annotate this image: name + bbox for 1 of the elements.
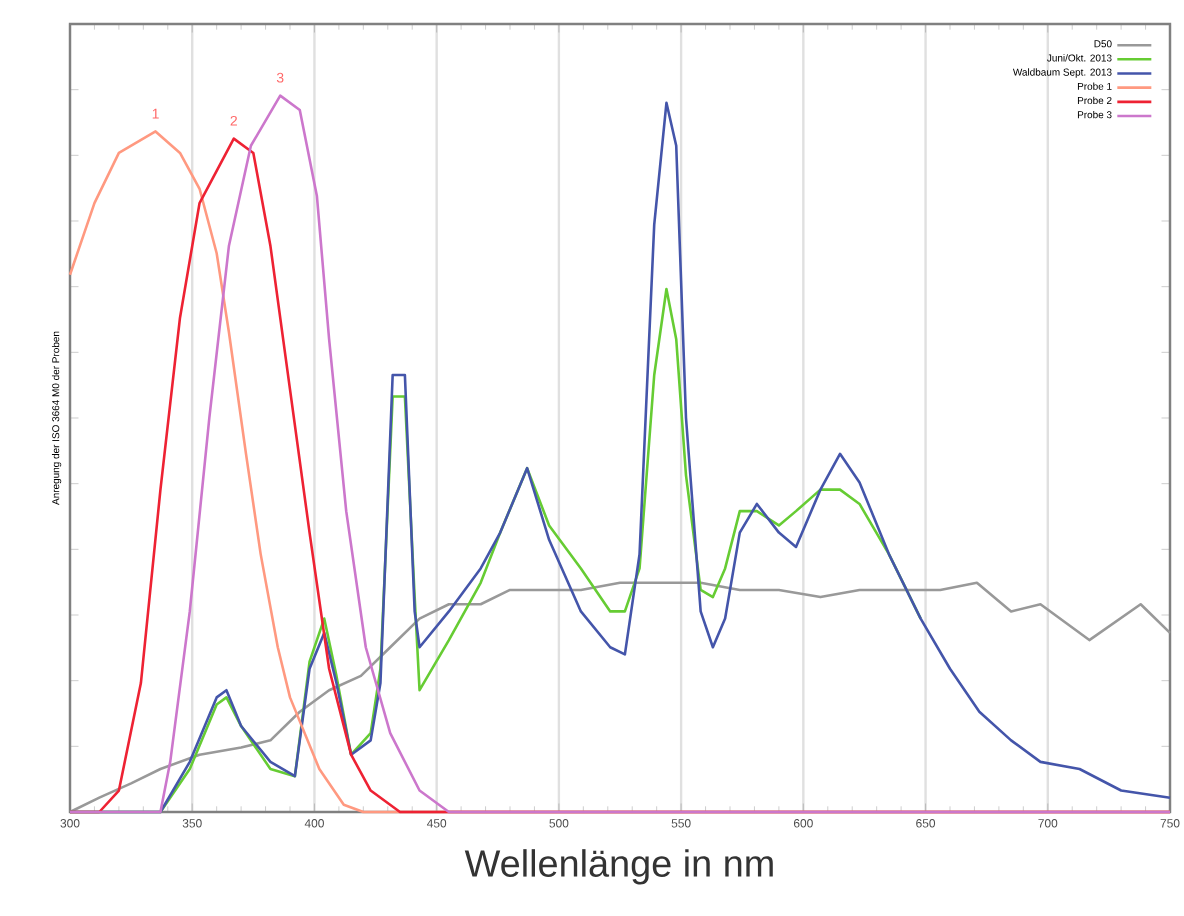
x-axis-title: Wellenlänge in nm [464, 849, 773, 885]
